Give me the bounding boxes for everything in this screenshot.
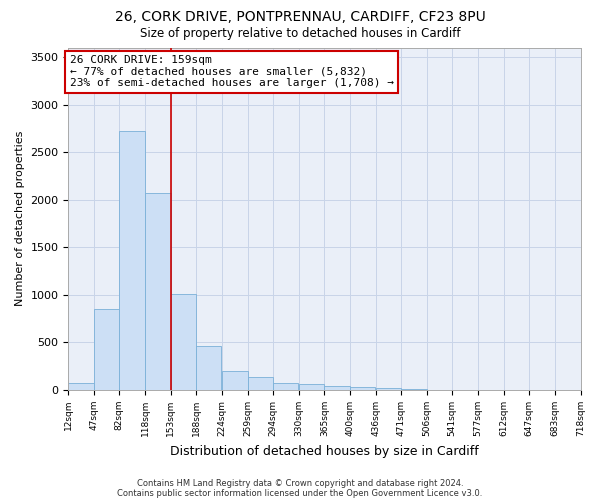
Bar	[299, 384, 325, 390]
Bar	[145, 192, 170, 390]
Bar	[170, 294, 196, 390]
Bar	[376, 388, 401, 390]
X-axis label: Distribution of detached houses by size in Cardiff: Distribution of detached houses by size …	[170, 444, 479, 458]
Y-axis label: Number of detached properties: Number of detached properties	[15, 131, 25, 306]
Bar	[325, 386, 350, 390]
Text: Size of property relative to detached houses in Cardiff: Size of property relative to detached ho…	[140, 28, 460, 40]
Bar	[273, 383, 298, 390]
Bar	[248, 376, 273, 390]
Text: 26 CORK DRIVE: 159sqm
← 77% of detached houses are smaller (5,832)
23% of semi-d: 26 CORK DRIVE: 159sqm ← 77% of detached …	[70, 55, 394, 88]
Bar	[401, 389, 427, 390]
Bar	[68, 383, 94, 390]
Bar	[196, 346, 221, 390]
Text: Contains public sector information licensed under the Open Government Licence v3: Contains public sector information licen…	[118, 488, 482, 498]
Bar	[94, 308, 119, 390]
Bar	[119, 131, 145, 390]
Text: 26, CORK DRIVE, PONTPRENNAU, CARDIFF, CF23 8PU: 26, CORK DRIVE, PONTPRENNAU, CARDIFF, CF…	[115, 10, 485, 24]
Bar	[350, 387, 375, 390]
Bar	[222, 371, 248, 390]
Text: Contains HM Land Registry data © Crown copyright and database right 2024.: Contains HM Land Registry data © Crown c…	[137, 478, 463, 488]
